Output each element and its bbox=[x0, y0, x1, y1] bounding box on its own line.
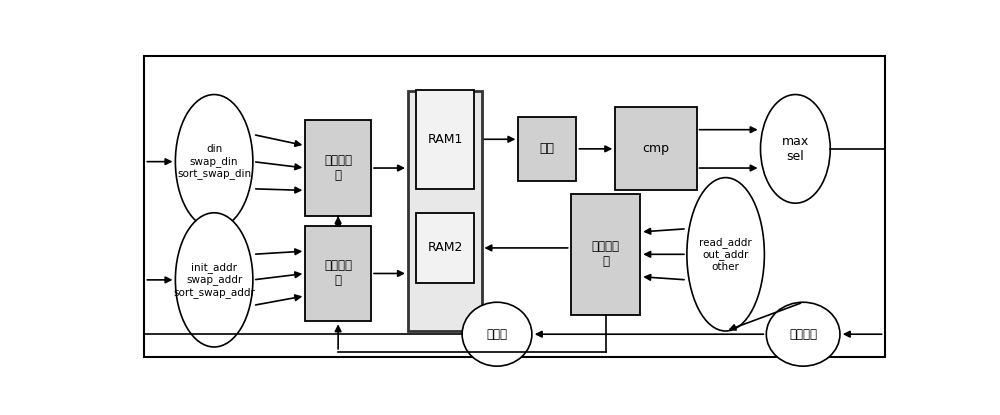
Bar bbox=[518, 117, 576, 181]
Ellipse shape bbox=[175, 213, 253, 347]
Text: cmp: cmp bbox=[642, 142, 669, 155]
Text: din
swap_din
sort_swap_din: din swap_din sort_swap_din bbox=[177, 144, 251, 179]
Bar bbox=[305, 120, 371, 216]
Bar bbox=[416, 90, 474, 189]
Text: init_addr
swap_addr
sort_swap_addr: init_addr swap_addr sort_swap_addr bbox=[173, 262, 255, 298]
Text: 控制逻辑: 控制逻辑 bbox=[789, 328, 817, 341]
Text: read_addr
out_addr
other: read_addr out_addr other bbox=[699, 237, 752, 272]
Text: 选择: 选择 bbox=[540, 142, 555, 155]
Ellipse shape bbox=[175, 95, 253, 229]
Text: 状态机: 状态机 bbox=[486, 328, 508, 341]
Bar bbox=[408, 91, 482, 331]
Bar bbox=[305, 226, 371, 321]
Bar bbox=[416, 213, 474, 283]
Bar bbox=[571, 193, 640, 315]
Text: 写地址选
择: 写地址选 择 bbox=[324, 259, 352, 288]
Ellipse shape bbox=[766, 302, 840, 366]
Ellipse shape bbox=[761, 95, 830, 203]
Text: 写数据选
择: 写数据选 择 bbox=[324, 154, 352, 182]
Text: RAM2: RAM2 bbox=[427, 242, 463, 254]
Ellipse shape bbox=[462, 302, 532, 366]
Text: RAM1: RAM1 bbox=[427, 133, 463, 146]
Ellipse shape bbox=[687, 178, 764, 331]
Bar bbox=[615, 107, 697, 190]
Text: 读地址选
择: 读地址选 择 bbox=[592, 240, 620, 269]
Text: max
sel: max sel bbox=[782, 135, 809, 163]
